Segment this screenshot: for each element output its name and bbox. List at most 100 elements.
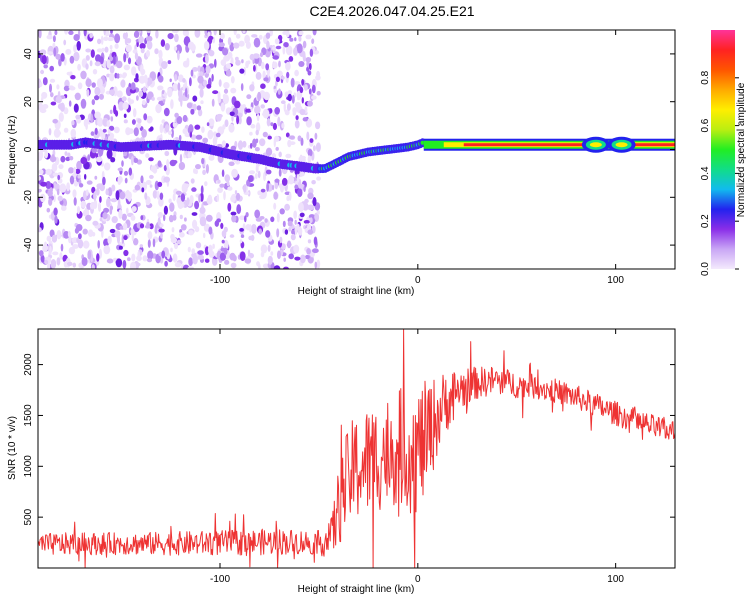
spectrogram-noise-cell	[296, 223, 300, 230]
spectrogram-noise-cell	[312, 30, 317, 36]
spectrogram-noise-cell	[239, 251, 246, 261]
spectrogram-noise-cell	[299, 108, 306, 116]
spectrogram-noise-cell	[206, 83, 212, 89]
spectrogram-noise-cell	[316, 259, 321, 269]
spectrogram-noise-cell	[228, 123, 235, 133]
spectrogram-noise-cell	[174, 262, 182, 268]
spectrogram-noise-cell	[103, 207, 110, 213]
spectrogram-noise-cell	[38, 169, 44, 175]
spectrogram-noise-cell	[109, 109, 113, 115]
spectrogram-noise-cell	[280, 184, 284, 193]
spectrogram-noise-cell	[288, 253, 295, 260]
spectrogram-noise-cell	[226, 181, 230, 187]
spectrogram-noise-cell	[176, 239, 182, 245]
spectrogram-noise-cell	[197, 108, 203, 117]
spectrogram-noise-cell	[194, 30, 201, 38]
spectrogram-noise-cell	[271, 184, 275, 191]
spectrogram-noise-cell	[53, 207, 58, 216]
spectrogram-noise-cell	[142, 86, 147, 93]
spectrogram-noise-cell	[223, 82, 230, 89]
spectrogram-noise-cell	[121, 96, 127, 102]
spectrogram-noise-cell	[115, 60, 123, 69]
spectrogram-noise-cell	[68, 246, 76, 255]
spectrogram-x-axis: -100 0 100	[210, 30, 624, 286]
spectrogram-noise-cell	[52, 172, 59, 177]
spectrogram-noise-cell	[235, 59, 241, 66]
spectrogram-noise-cell	[307, 100, 313, 107]
spectrogram-noise-cell	[216, 113, 223, 118]
spectrogram-noise-cell	[254, 173, 258, 180]
spectrogram-noise-cell	[201, 202, 204, 213]
spectrogram-noise-cell	[229, 234, 235, 238]
snr-x-tick-label: 0	[415, 574, 421, 585]
spectrogram-noise-cell	[38, 150, 44, 160]
spectrogram-noise-cell	[230, 76, 235, 84]
spectrogram-noise-cell	[125, 44, 132, 53]
spectrogram-noise-cell	[52, 251, 59, 256]
spectrogram-noise-cell	[160, 232, 163, 239]
spectrogram-noise-cell	[224, 119, 229, 127]
spectrogram-noise-cell	[123, 113, 127, 119]
spectrogram-noise-cell	[123, 64, 130, 71]
spectrogram-noise-cell	[260, 83, 266, 89]
spectrogram-noise-cell	[130, 215, 136, 221]
spectrogram-noise-cell	[122, 259, 127, 269]
spectrogram-noise-cell	[90, 131, 95, 136]
spectrogram-noise-cell	[206, 122, 210, 127]
spectrogram-noise-cell	[133, 30, 140, 38]
spectrogram-noise-cell	[235, 33, 241, 39]
spectrogram-noise-cell	[107, 36, 114, 42]
spectrogram-noise-cell	[237, 140, 244, 150]
spectrogram-noise-cell	[70, 75, 76, 80]
spectrogram-noise-cell	[188, 257, 193, 267]
spectrogram-noise-cell	[175, 190, 182, 195]
spectrogram-noise-cell	[106, 197, 111, 208]
spectrogram-noise-cell	[121, 213, 127, 221]
spectrogram-noise-cell	[69, 55, 75, 64]
spectrogram-noise-cell	[220, 222, 224, 229]
spectrogram-noise-cell	[246, 116, 252, 126]
spectrogram-noise-cell	[205, 164, 209, 174]
spectrogram-noise-cell	[192, 95, 198, 102]
spectrogram-noise-cell	[259, 52, 264, 58]
spectrogram-noise-cell	[64, 151, 68, 156]
spectrogram-noise-cell	[109, 89, 115, 96]
spectrogram-noise-cell	[138, 75, 146, 84]
spectrogram-y-tick-label: -20	[23, 190, 34, 205]
spectrogram-noise-cell	[283, 257, 287, 262]
spectrogram-noise-cell	[238, 40, 245, 47]
spectrogram-noise-cell	[95, 54, 102, 63]
spectrogram-noise-cell	[53, 128, 61, 138]
spectrogram-noise-cell	[63, 231, 70, 239]
spectrogram-noise-cell	[315, 142, 321, 152]
spectrogram-noise-cell	[305, 57, 312, 63]
spectrogram-noise-cell	[184, 217, 187, 222]
spectrogram-noise-cell	[94, 175, 98, 180]
spectrogram-noise-cell	[233, 30, 237, 36]
spectrogram-noise-cell	[272, 61, 278, 69]
spectrogram-noise-cell	[52, 35, 56, 43]
spectrogram-noise-cell	[80, 70, 87, 80]
spectrogram-noise-cell	[68, 100, 72, 107]
spectrogram-noise-cell	[239, 239, 243, 244]
spectrogram-noise-cell	[216, 194, 220, 202]
spectrogram-noise-cell	[140, 215, 144, 221]
spectrogram-noise-cell	[131, 119, 136, 125]
spectrogram-noise-cell	[230, 87, 237, 94]
spectrogram-noise-cell	[137, 250, 140, 261]
spectrogram-noise-cell	[294, 256, 301, 261]
spectrogram-noise-cell	[48, 128, 52, 136]
spectrogram-noise-cell	[89, 32, 94, 39]
spectrogram-noise-cell	[106, 120, 111, 128]
spectrogram-noise-cell	[131, 66, 137, 76]
spectrogram-noise-cell	[259, 194, 266, 200]
spectrogram-noise-cell	[227, 202, 232, 212]
spectrogram-noise-cell	[110, 157, 116, 163]
spectrogram-y-tick-label: 0	[23, 146, 34, 152]
spectrogram-noise-cell	[76, 40, 81, 51]
spectrogram-noise-cell	[278, 60, 281, 68]
spectrogram-noise-cell	[231, 215, 237, 223]
spectrogram-noise-cell	[86, 180, 93, 185]
spectrogram-noise-cell	[182, 83, 186, 92]
spectrogram-noise-cell	[54, 215, 58, 224]
